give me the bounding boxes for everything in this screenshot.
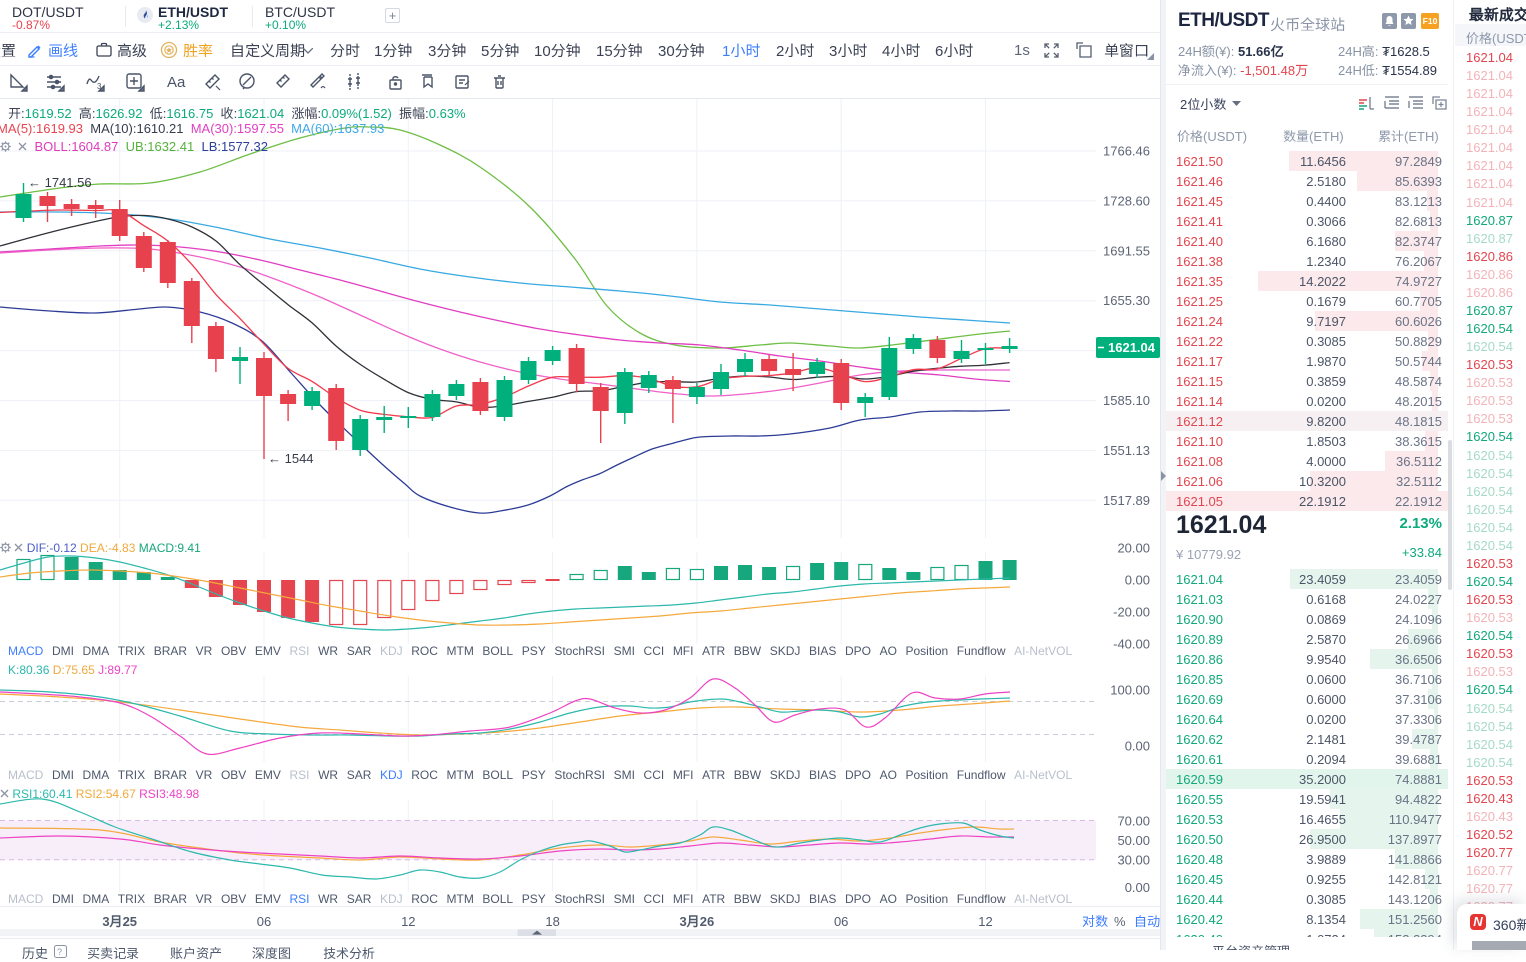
svg-text:1728.60: 1728.60 xyxy=(1103,193,1150,208)
svg-text:0.00: 0.00 xyxy=(1125,880,1150,895)
svg-text:1585.10: 1585.10 xyxy=(1103,393,1150,408)
svg-text:3月25: 3月25 xyxy=(102,914,137,929)
svg-text:12: 12 xyxy=(401,914,415,929)
svg-text:06: 06 xyxy=(834,914,848,929)
svg-text:1551.13: 1551.13 xyxy=(1103,443,1150,458)
svg-text:?: ? xyxy=(57,947,62,957)
svg-text:%: % xyxy=(1114,914,1126,929)
svg-text:1621.04: 1621.04 xyxy=(1108,340,1156,355)
svg-text:1517.89: 1517.89 xyxy=(1103,493,1150,508)
svg-text:1655.30: 1655.30 xyxy=(1103,293,1150,308)
svg-text:100.00: 100.00 xyxy=(1110,683,1150,698)
svg-text:自动: 自动 xyxy=(1134,914,1160,929)
svg-text:0.00: 0.00 xyxy=(1125,573,1150,588)
svg-text:Aa: Aa xyxy=(167,74,186,91)
svg-text:-40.00: -40.00 xyxy=(1113,637,1150,652)
svg-text:1691.55: 1691.55 xyxy=(1103,243,1150,258)
svg-text:20.00: 20.00 xyxy=(1117,541,1150,556)
svg-text:对数: 对数 xyxy=(1082,914,1108,929)
svg-text:← 1544: ← 1544 xyxy=(268,451,314,466)
svg-text:← 1741.56: ← 1741.56 xyxy=(28,175,92,190)
svg-text:3: 3 xyxy=(97,82,102,91)
svg-text:12: 12 xyxy=(978,914,992,929)
svg-text:-20.00: -20.00 xyxy=(1113,605,1150,620)
svg-text:30.00: 30.00 xyxy=(1117,852,1150,867)
svg-text:18: 18 xyxy=(545,914,559,929)
svg-text:3月26: 3月26 xyxy=(680,914,715,929)
svg-text:50.00: 50.00 xyxy=(1117,833,1150,848)
svg-text:70.00: 70.00 xyxy=(1117,814,1150,829)
svg-text:0.00: 0.00 xyxy=(1125,739,1150,754)
svg-text:1766.46: 1766.46 xyxy=(1103,144,1150,159)
svg-text:06: 06 xyxy=(257,914,271,929)
